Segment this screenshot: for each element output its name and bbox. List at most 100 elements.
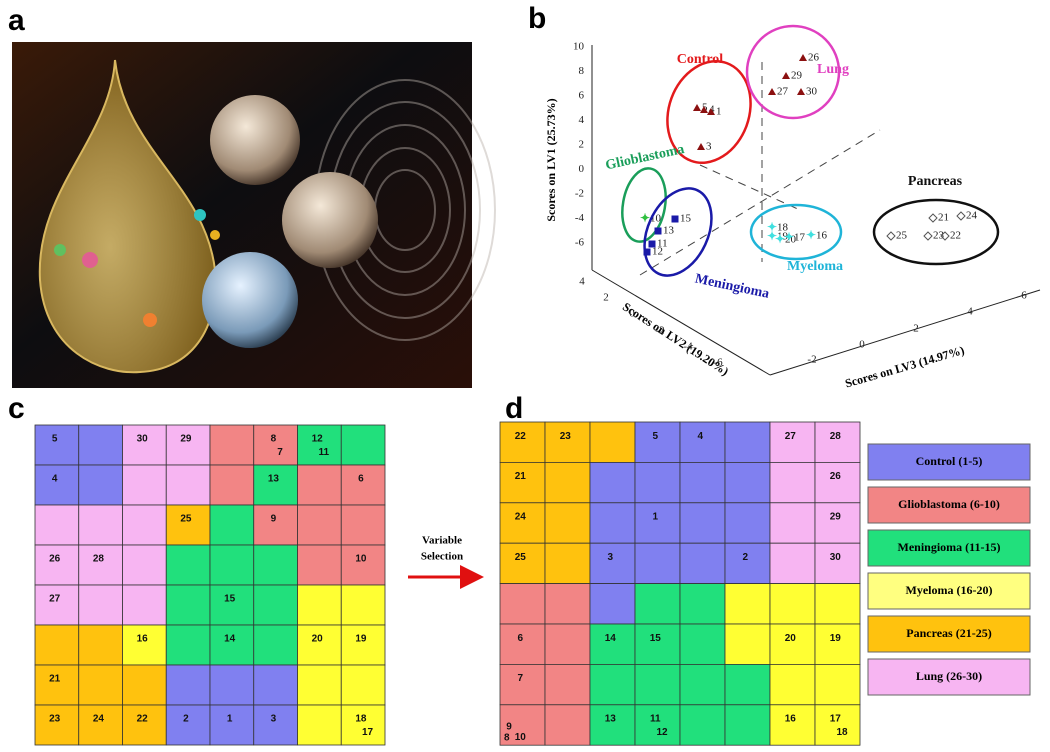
- legend-box: [867, 486, 1031, 524]
- cell-label: 6: [358, 474, 364, 485]
- cell-label: 7: [517, 673, 523, 684]
- point-marker: [697, 143, 705, 150]
- point-marker: [782, 72, 790, 79]
- cell-label: 20: [785, 633, 797, 644]
- som-cell: [814, 583, 861, 625]
- cell-label: 2: [742, 552, 748, 563]
- som-cell: [724, 461, 771, 504]
- tick-label: -2: [655, 325, 664, 337]
- tick-label: 2: [579, 139, 585, 151]
- som-cell: [499, 421, 546, 463]
- cell-label: 29: [180, 434, 192, 445]
- cell-label: 15: [650, 633, 662, 644]
- cell-label: 8: [271, 434, 277, 445]
- arrow-text: Variable: [422, 535, 462, 547]
- cell-label: 5: [52, 434, 58, 445]
- cell-label: 15: [224, 594, 236, 605]
- som-cell: [34, 624, 80, 666]
- legend-text: Pancreas (21-25): [906, 626, 991, 640]
- cell-label: 25: [515, 552, 527, 563]
- tick-label: 0: [579, 163, 585, 175]
- cell-label: 14: [224, 634, 236, 645]
- cell-label: 14: [605, 633, 617, 644]
- point-marker: [768, 88, 776, 95]
- point-marker: [797, 88, 805, 95]
- som-cell: [253, 664, 298, 706]
- group-ellipse: [621, 167, 667, 243]
- som-cell: [589, 542, 636, 585]
- som-cell: [769, 623, 816, 665]
- tick-label: -2: [807, 354, 816, 366]
- legend-text: Meningioma (11-15): [898, 540, 1001, 554]
- som-cell: [209, 464, 255, 506]
- som-cell: [165, 664, 211, 706]
- som-cell: [297, 624, 342, 666]
- som-cell: [724, 664, 771, 706]
- som-cell: [253, 464, 298, 506]
- legend-text: Lung (26-30): [916, 669, 982, 683]
- som-cell: [209, 544, 255, 586]
- som-cell: [165, 424, 211, 466]
- som-cell: [340, 424, 386, 466]
- point-marker: [648, 240, 656, 248]
- tick-label: -2: [575, 188, 584, 200]
- som-cell: [297, 464, 342, 506]
- som-cell: [297, 424, 342, 466]
- tick-label: 2: [603, 292, 609, 304]
- som-cell: [634, 623, 681, 665]
- cell-label: 12: [312, 434, 324, 445]
- som-cell: [724, 704, 771, 746]
- som-cell: [165, 544, 211, 586]
- legend-box: [867, 572, 1031, 610]
- som-cell: [122, 664, 167, 706]
- cell-label: 3: [607, 552, 613, 563]
- som-cell: [340, 504, 386, 546]
- cell-label: 27: [49, 594, 61, 605]
- point-label: 29: [791, 70, 803, 82]
- point-marker: [886, 231, 896, 241]
- tick-label: 4: [579, 276, 585, 288]
- som-cell: [297, 664, 342, 706]
- som-cell: [165, 704, 211, 746]
- group-ellipse: [666, 60, 752, 164]
- som-cell: [34, 704, 80, 746]
- som-cell: [253, 424, 298, 466]
- som-cell: [544, 623, 591, 665]
- som-cell: [499, 664, 546, 706]
- som-cell: [634, 421, 681, 463]
- cell-label: 30: [830, 552, 842, 563]
- som-cell: [165, 464, 211, 506]
- som-cell: [499, 542, 546, 585]
- cell-label: 25: [180, 514, 192, 525]
- som-cell: [34, 544, 80, 586]
- point-label: 12: [652, 246, 663, 258]
- point-marker: ✦: [784, 230, 794, 244]
- som-cell: [544, 502, 591, 544]
- cell-label: 21: [515, 471, 527, 482]
- panel-a-image: [12, 42, 496, 388]
- group-name: Pancreas: [908, 174, 963, 189]
- point-marker: [940, 231, 950, 241]
- som-cell: [814, 704, 861, 746]
- som-cell: [34, 664, 80, 706]
- point-label: 4: [709, 104, 715, 116]
- group-ellipse: [643, 187, 713, 277]
- cell-label: 17: [830, 714, 842, 725]
- som-cell: [122, 464, 167, 506]
- point-label: 19: [777, 231, 789, 243]
- point-marker: [700, 106, 708, 113]
- som-cell: [634, 704, 681, 746]
- cell-label: 11: [650, 714, 661, 725]
- som-cell: [209, 624, 255, 666]
- som-cell: [297, 704, 342, 746]
- som-cell: [589, 623, 636, 665]
- som-cell: [769, 704, 816, 746]
- som-cell: [78, 464, 123, 506]
- point-label: 22: [950, 230, 961, 242]
- cell-label: 10: [355, 554, 367, 565]
- som-cell: [499, 583, 546, 625]
- som-cell: [769, 461, 816, 504]
- cell-label: 18: [355, 714, 367, 725]
- som-cell: [589, 421, 636, 463]
- point-label: 26: [808, 52, 820, 64]
